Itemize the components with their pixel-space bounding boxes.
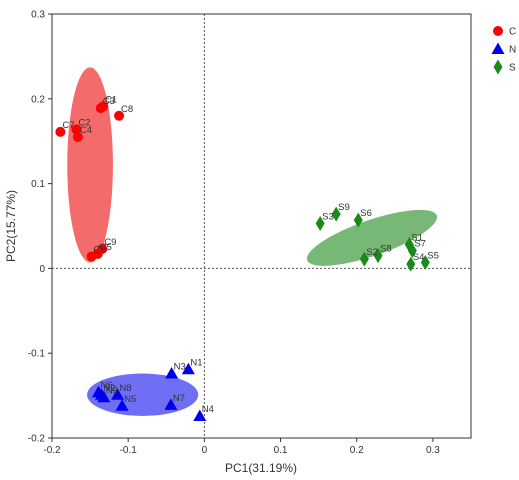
point-s3 [315, 215, 325, 231]
x-axis-title: PC1(31.19%) [225, 461, 297, 475]
point-c7 [55, 126, 66, 137]
point-n8 [111, 388, 125, 400]
y-axis-ticks: -0.2 -0.1 0 0.1 0.2 0.3 [28, 10, 52, 445]
y-axis-title: PC2(15.77%) [4, 190, 18, 262]
point-label-s4: S4 [413, 252, 425, 263]
x-tick-label-0: 0 [202, 445, 208, 456]
point-label-c5: C5 [100, 242, 112, 253]
x-tick-label-0-2: -0.2 [43, 445, 61, 456]
point-c9 [97, 243, 108, 254]
legend-marker-n [491, 42, 505, 54]
plot-area-frame [51, 13, 472, 439]
point-label-c1: C1 [105, 94, 117, 105]
point-s2 [359, 251, 369, 267]
point-label-c3: C3 [103, 96, 115, 107]
point-label-c9: C9 [104, 237, 116, 248]
point-label-s7: S7 [414, 239, 426, 250]
point-label-n6: N6 [100, 380, 112, 391]
y-tick-label-0-1: 0.1 [31, 179, 45, 190]
y-tick-label-0-2: 0.2 [31, 94, 45, 105]
point-label-n3: N3 [174, 362, 186, 373]
point-s7 [407, 243, 417, 259]
x-tick-label-0-3: 0.3 [426, 445, 440, 456]
confidence-ellipses [67, 67, 438, 416]
point-n7 [164, 398, 178, 410]
legend-label-c: C [509, 27, 516, 38]
point-n4 [193, 409, 207, 421]
point-label-s8: S8 [380, 244, 392, 255]
point-label-n7: N7 [173, 393, 185, 404]
point-label-s6: S6 [360, 208, 372, 219]
legend-marker-s [493, 59, 503, 75]
point-s8 [373, 248, 383, 264]
data-points [55, 101, 430, 421]
point-label-c6: C6 [94, 245, 106, 256]
point-label-s1: S1 [411, 233, 423, 244]
ellipse-c [67, 67, 113, 263]
point-label-n8: N8 [120, 383, 132, 394]
ellipse-s [306, 209, 438, 266]
x-tick-label-0-1: 0.1 [274, 445, 288, 456]
point-c3 [95, 103, 106, 114]
point-s9 [331, 206, 341, 222]
legend: CNS [491, 26, 516, 75]
y-tick-label-0: 0 [39, 264, 45, 275]
y-tick-label-0-1: -0.1 [28, 349, 46, 360]
point-label-c8: C8 [121, 104, 133, 115]
point-c4 [72, 131, 83, 142]
point-c8 [114, 110, 125, 121]
point-s6 [353, 212, 363, 228]
point-label-n9: N9 [106, 385, 118, 396]
point-n9 [97, 390, 111, 403]
legend-label-s: S [509, 63, 516, 74]
point-label-s9: S9 [338, 202, 350, 213]
point-label-n5: N5 [124, 394, 136, 405]
point-n5 [115, 399, 129, 411]
y-tick-label-0-3: 0.3 [31, 10, 45, 21]
x-axis-ticks: -0.2 -0.1 0 0.1 0.2 0.3 [43, 438, 440, 456]
point-s4 [406, 256, 416, 272]
legend-marker-c [493, 26, 503, 36]
point-label-s3: S3 [322, 211, 334, 222]
point-label-n1: N1 [190, 357, 202, 368]
point-n1 [181, 362, 195, 375]
x-tick-label-0-2: 0.2 [350, 445, 364, 456]
legend-label-n: N [509, 45, 516, 56]
point-label-s5: S5 [427, 250, 439, 261]
point-c2 [71, 124, 82, 135]
point-label-c2: C2 [78, 117, 90, 128]
point-n3 [165, 367, 179, 379]
point-label-c4: C4 [80, 125, 92, 136]
point-label-s2: S2 [366, 247, 378, 258]
point-s5 [420, 254, 430, 270]
point-label-c7: C7 [62, 120, 74, 131]
point-label-n4: N4 [202, 404, 214, 415]
x-tick-label-0-1: -0.1 [120, 445, 138, 456]
y-tick-label-0-2: -0.2 [28, 434, 46, 445]
point-label-n2: N2 [104, 383, 116, 394]
